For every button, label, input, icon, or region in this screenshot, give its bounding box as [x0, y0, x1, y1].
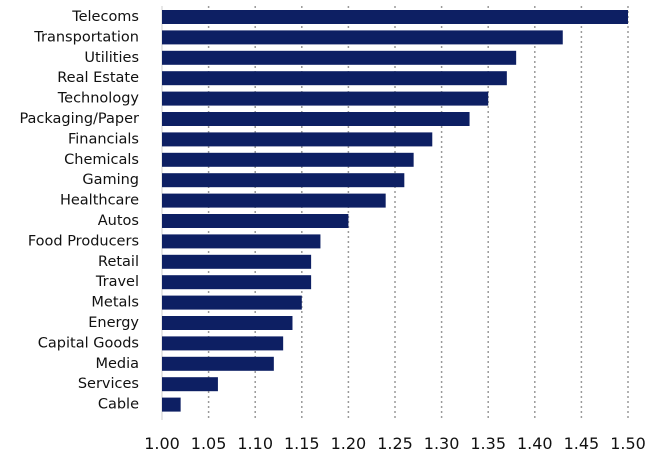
bar [162, 112, 470, 126]
x-tick-label: 1.30 [424, 434, 460, 453]
category-label: Utilities [84, 50, 139, 66]
x-tick-label: 1.00 [144, 434, 180, 453]
bar [162, 356, 274, 371]
bar [162, 316, 293, 330]
category-label: Packaging/Paper [19, 111, 139, 127]
category-label: Food Producers [28, 233, 139, 249]
bar [162, 295, 302, 310]
bar [162, 193, 386, 208]
bar [162, 50, 517, 65]
bar [162, 214, 349, 228]
category-label: Travel [95, 274, 139, 290]
bar [162, 254, 312, 269]
bar [162, 132, 433, 147]
category-label: Gaming [82, 172, 139, 188]
x-tick-label: 1.05 [191, 434, 227, 453]
x-tick-label: 1.25 [377, 434, 413, 453]
x-tick-label: 1.15 [284, 434, 320, 453]
category-label: Telecoms [71, 9, 139, 25]
bar [162, 91, 489, 106]
bar [162, 397, 181, 412]
gridlines [161, 6, 629, 420]
x-tick-label: 1.40 [517, 434, 553, 453]
x-tick-labels: 1.00 1.05 1.10 1.15 1.20 1.25 1.30 1.35 1.40 1.45… [144, 434, 646, 453]
category-label: Metals [91, 295, 139, 311]
category-label: Technology [57, 91, 140, 107]
category-label: Transportation [33, 29, 139, 45]
bar [162, 234, 321, 249]
category-labels: Telecoms Transportation Utilities Real Esta… [19, 9, 139, 413]
bar [162, 377, 218, 392]
bars [162, 10, 628, 412]
bar [162, 10, 628, 24]
category-label: Retail [98, 254, 139, 270]
bar [162, 336, 284, 351]
category-label: Services [78, 376, 139, 392]
x-tick-label: 1.50 [610, 434, 646, 453]
bar [162, 30, 563, 45]
category-label: Media [95, 356, 139, 372]
category-label: Cable [98, 397, 139, 413]
bar [162, 275, 312, 290]
category-label: Financials [68, 131, 139, 147]
bar [162, 173, 405, 188]
x-tick-label: 1.45 [564, 434, 600, 453]
category-label: Chemicals [64, 152, 139, 168]
category-label: Capital Goods [38, 335, 139, 351]
category-label: Autos [98, 213, 139, 229]
category-label: Energy [88, 315, 139, 331]
category-label: Healthcare [60, 193, 139, 209]
bar [162, 71, 507, 86]
bar [162, 152, 414, 167]
x-tick-label: 1.10 [237, 434, 273, 453]
category-label: Real Estate [57, 70, 139, 86]
x-tick-label: 1.35 [470, 434, 506, 453]
x-tick-label: 1.20 [331, 434, 367, 453]
